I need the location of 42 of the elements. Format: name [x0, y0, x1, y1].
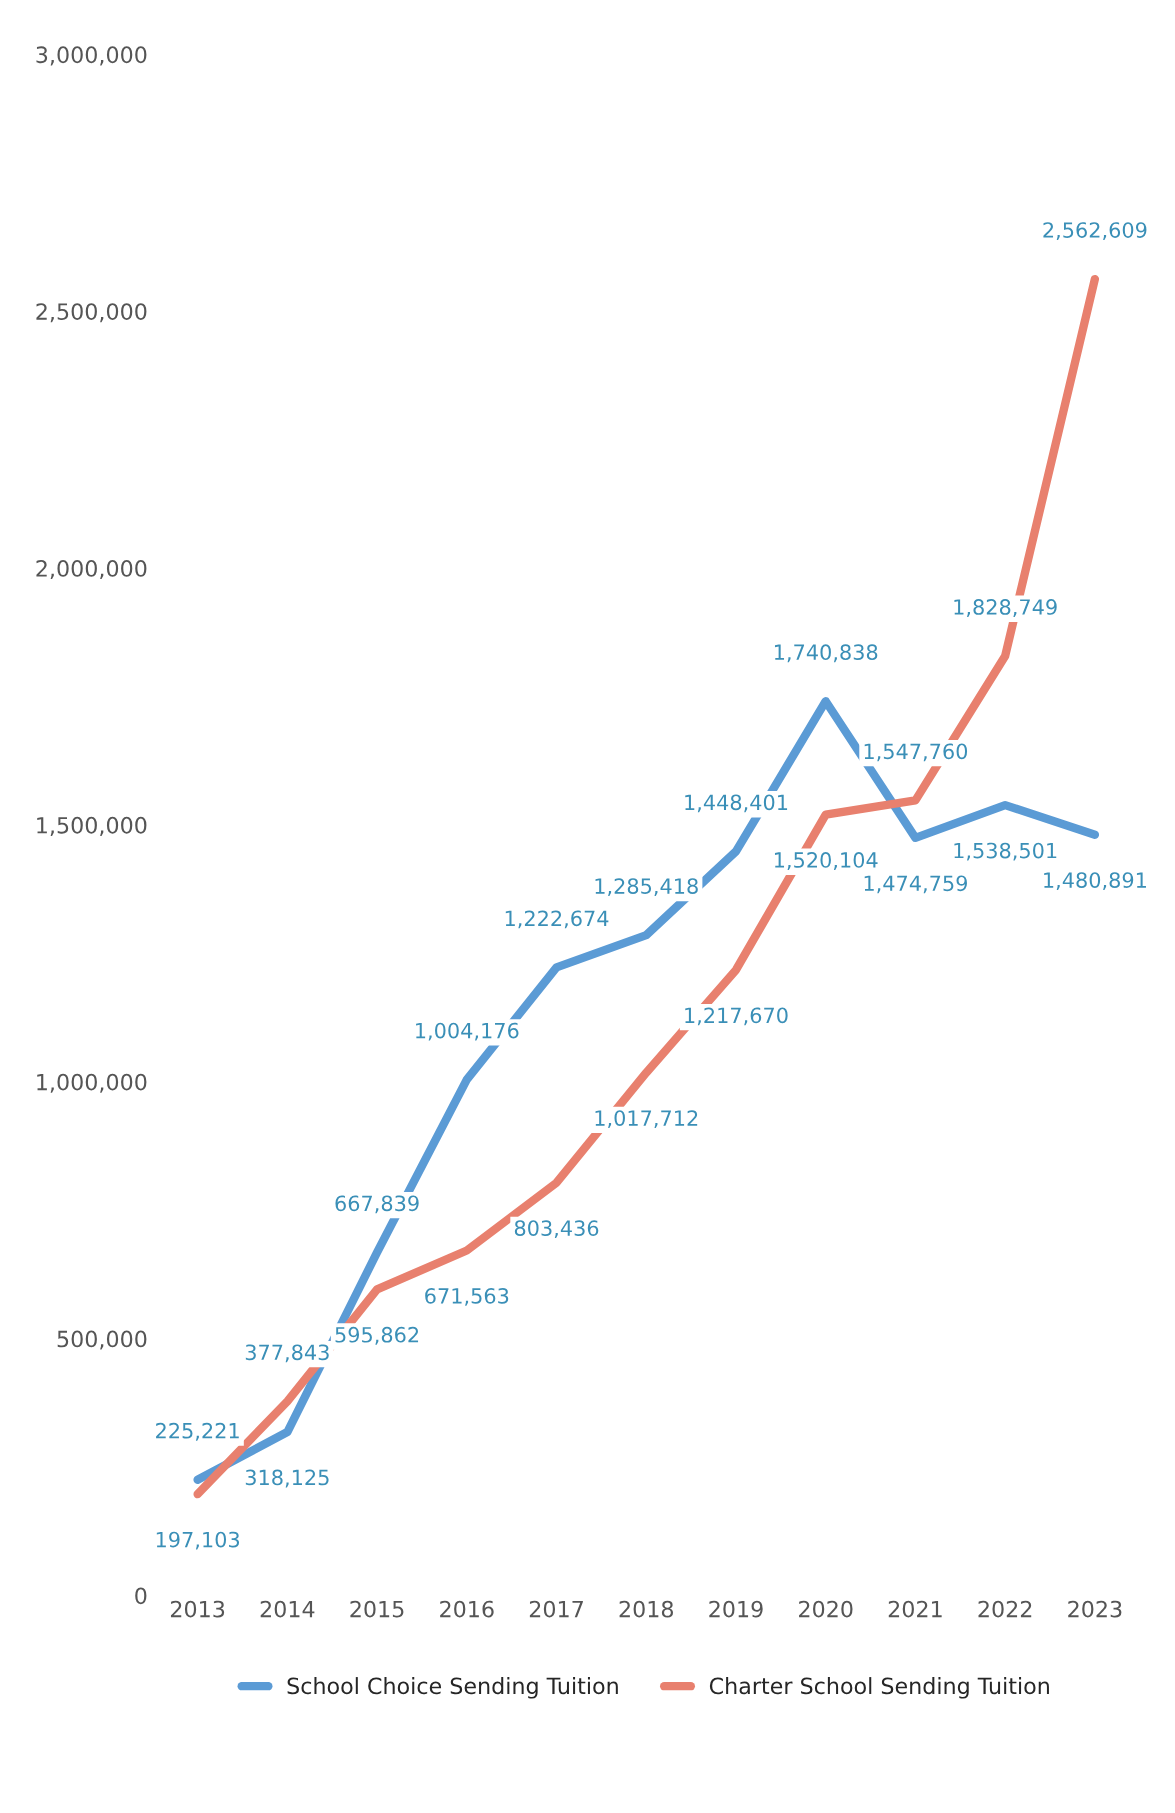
- legend-label: School Choice Sending Tuition: [287, 1677, 618, 1699]
- x-tick-label: 2016: [440, 1600, 494, 1618]
- y-tick-label: 2,000,000: [36, 560, 147, 580]
- x-tick-label: 2014: [260, 1600, 315, 1618]
- x-tick-label: 2017: [529, 1600, 583, 1618]
- x-tick-label: 2020: [799, 1600, 853, 1618]
- x-tick-label: 2015: [350, 1600, 404, 1618]
- data-label: 1,538,501: [954, 842, 1057, 861]
- data-label: 1,474,759: [864, 875, 967, 894]
- data-label: 197,103: [156, 1531, 240, 1550]
- y-tick-label: 2,500,000: [36, 303, 147, 323]
- legend-label: Charter School Sending Tuition: [709, 1677, 1049, 1699]
- y-tick-label: 1,000,000: [37, 1073, 147, 1093]
- data-label: 671,563: [425, 1287, 509, 1306]
- y-tick-label: 0: [135, 1587, 147, 1605]
- data-label: 1,520,104: [774, 852, 878, 870]
- data-label: 1,004,176: [416, 1022, 519, 1041]
- data-label: 1,448,401: [685, 794, 788, 813]
- y-tick-label: 1,500,000: [37, 816, 147, 836]
- data-label: 1,017,712: [595, 1110, 698, 1129]
- data-label: 595,862: [335, 1326, 419, 1345]
- data-label: 803,436: [514, 1220, 599, 1239]
- data-label: 1,222,674: [505, 910, 609, 929]
- x-tick-label: 2013: [170, 1600, 225, 1618]
- data-label: 2,562,609: [1043, 222, 1147, 241]
- data-label: 1,217,670: [685, 1007, 788, 1026]
- x-tick-label: 2019: [709, 1600, 763, 1618]
- y-tick-label: 3,000,000: [36, 46, 147, 66]
- data-label: 318,125: [245, 1469, 329, 1488]
- data-label: 1,828,749: [954, 599, 1057, 617]
- y-tick-label: 500,000: [57, 1330, 147, 1350]
- data-label: 1,285,418: [595, 878, 698, 897]
- data-label: 225,221: [156, 1422, 239, 1441]
- data-label: 377,843: [245, 1344, 329, 1363]
- data-label: 1,547,760: [864, 743, 968, 762]
- x-tick-label: 2023: [1068, 1600, 1122, 1618]
- x-tick-label: 2022: [978, 1600, 1032, 1618]
- x-tick-label: 2018: [619, 1600, 674, 1618]
- x-tick-label: 2021: [888, 1600, 942, 1618]
- data-label: 667,839: [335, 1195, 419, 1214]
- data-label: 1,740,838: [774, 644, 878, 663]
- data-label: 1,480,891: [1044, 872, 1146, 891]
